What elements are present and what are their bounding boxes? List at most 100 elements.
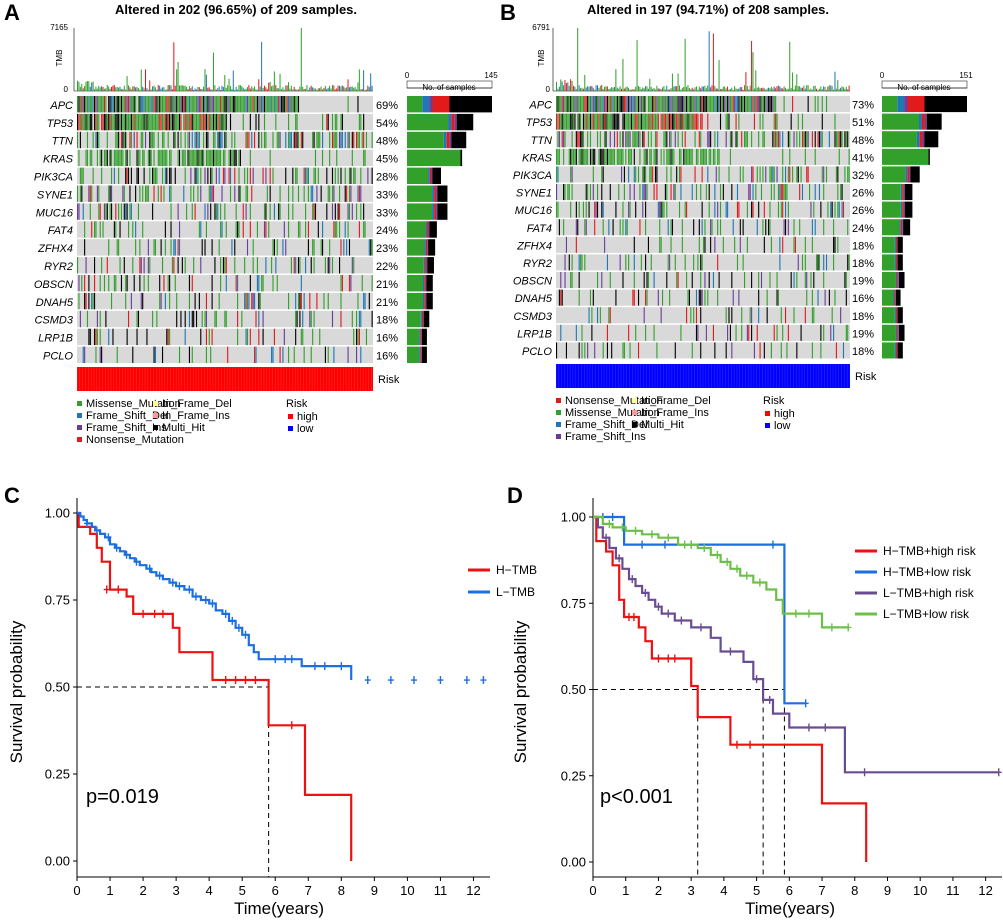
mutation-cell <box>205 292 207 310</box>
tmb-bar <box>749 85 751 91</box>
mutation-cell <box>357 131 359 149</box>
tmb-bar <box>833 89 835 91</box>
mutation-cell <box>280 96 283 113</box>
mutation-cell <box>691 148 693 165</box>
tmb-bar <box>246 87 248 91</box>
sample-count-bar <box>454 113 457 131</box>
mutation-cell <box>814 96 816 113</box>
mutation-cell <box>245 96 247 113</box>
gene-label: CSMD3 <box>513 311 552 323</box>
tmb-max-tick: 6791 <box>532 23 550 32</box>
tmb-bar <box>296 89 298 91</box>
sample-count-bar <box>407 328 420 346</box>
mutation-cell <box>137 310 140 328</box>
mutation-cell <box>218 113 220 131</box>
tmb-bar <box>306 85 308 91</box>
mutation-cell <box>662 289 664 306</box>
tmb-bar <box>98 85 100 91</box>
mutation-cell <box>615 113 617 130</box>
mutation-cell <box>719 96 722 113</box>
mutation-cell <box>358 131 360 149</box>
sample-count-bar <box>921 113 925 130</box>
mutation-cell <box>701 113 703 130</box>
mutation-cell <box>288 203 290 220</box>
mutation-cell <box>102 221 104 238</box>
mutation-cell <box>329 131 331 149</box>
mutation-cell <box>736 201 739 218</box>
tmb-bar <box>777 85 779 91</box>
mutation-cell <box>804 148 806 165</box>
legend-label: In_Frame_Ins <box>162 410 230 422</box>
censor-mark <box>632 526 639 535</box>
tmb-bar <box>163 87 165 91</box>
tmb-bar <box>589 86 591 91</box>
sample-count-bar <box>432 96 450 113</box>
mutation-cell <box>194 96 196 113</box>
mutation-cell <box>746 96 748 113</box>
mutation-cell <box>169 96 171 113</box>
legend-swatch <box>556 410 561 415</box>
mutation-cell <box>357 185 359 202</box>
mutation-cell <box>813 201 815 218</box>
mutation-cell <box>126 328 128 346</box>
tmb-bar <box>79 86 81 91</box>
tmb-bar <box>598 87 600 91</box>
mutation-cell <box>736 96 739 113</box>
mutation-cell <box>629 113 631 130</box>
mutation-cell <box>160 113 162 131</box>
mutation-cell <box>115 203 117 220</box>
tmb-bar <box>255 89 257 91</box>
sample-count-bar <box>424 239 426 256</box>
mutation-cell <box>585 219 587 236</box>
censor-mark <box>480 676 487 685</box>
mutation-cell <box>139 96 141 113</box>
mutation-cell <box>91 185 93 202</box>
mutation-cell <box>758 289 760 306</box>
mutation-cell <box>339 203 341 220</box>
mutation-cell <box>643 131 645 148</box>
mutation-cell <box>340 239 342 256</box>
mutation-cell <box>238 96 240 113</box>
mutation-cell <box>246 239 249 256</box>
mutation-cell <box>346 239 348 256</box>
tmb-bar <box>367 85 369 91</box>
mutation-cell <box>341 131 343 149</box>
mutation-cell <box>188 292 191 310</box>
mutation-cell <box>188 113 191 131</box>
gene-percentage: 23% <box>376 243 398 255</box>
tmb-bar <box>817 89 819 91</box>
tmb-bar <box>738 88 740 91</box>
censor-mark <box>387 676 394 685</box>
censor-mark <box>146 564 153 573</box>
mutation-cell <box>756 96 758 113</box>
mutation-cell <box>139 113 141 131</box>
mutation-cell <box>797 166 799 183</box>
mutation-cell <box>118 149 120 167</box>
mutation-cell <box>633 148 635 165</box>
mutation-cell <box>564 113 566 130</box>
mutation-cell <box>217 203 219 220</box>
mutation-cell <box>591 148 593 165</box>
mutation-cell <box>639 113 641 130</box>
mutation-cell <box>701 148 703 165</box>
mutation-cell <box>790 272 792 289</box>
mutation-cell <box>144 131 147 149</box>
tmb-bar <box>729 89 731 91</box>
mutation-cell <box>249 96 251 113</box>
tmb-bar <box>92 81 94 91</box>
censor-mark <box>724 557 731 566</box>
mutation-cell <box>731 272 733 289</box>
mutation-cell <box>563 113 565 130</box>
mutation-cell <box>728 96 730 113</box>
mutation-cell <box>628 113 630 130</box>
mutation-cell <box>701 254 703 271</box>
tmb-bar <box>673 86 675 91</box>
mutation-cell <box>577 219 579 236</box>
mutation-cell <box>635 324 637 341</box>
tmb-bar <box>218 86 220 91</box>
mutation-cell <box>770 166 772 183</box>
mutation-cell <box>143 96 145 113</box>
tmb-bar <box>558 86 560 91</box>
mutation-cell <box>194 131 196 149</box>
mutation-cell <box>697 148 699 165</box>
